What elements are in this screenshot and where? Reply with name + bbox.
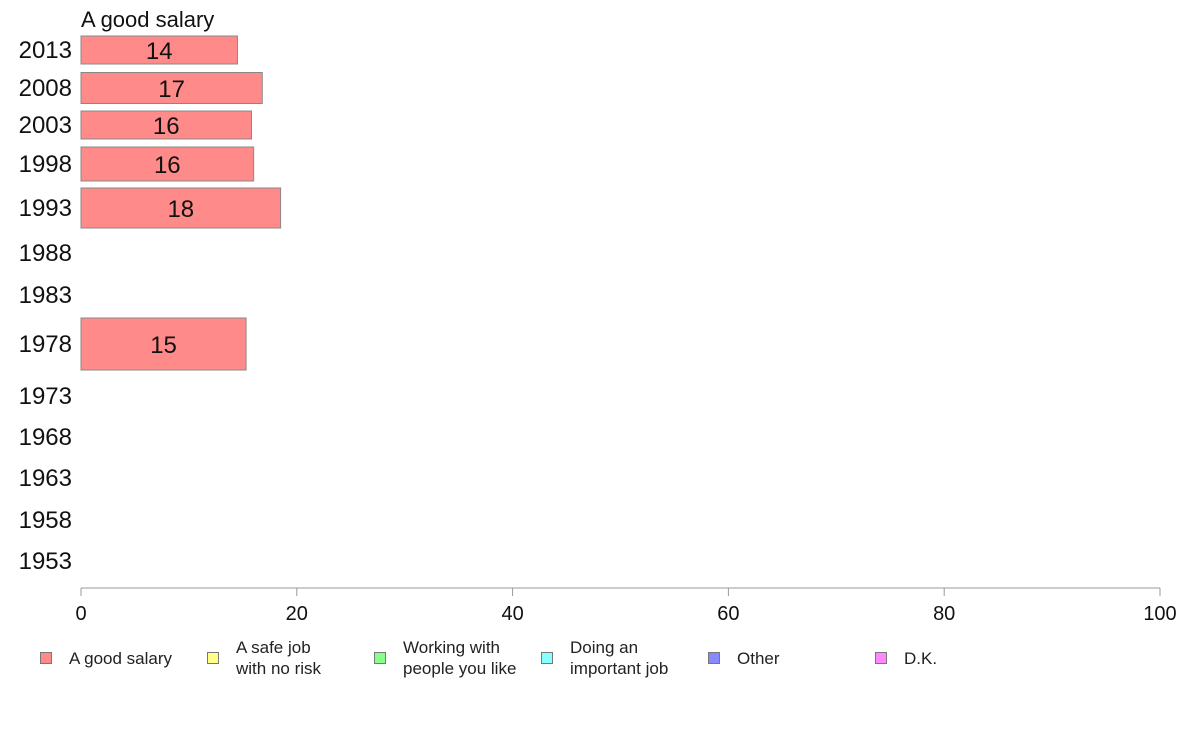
- bar-label-1993: 18: [167, 196, 194, 223]
- bar-chart: A good salary 14 17 16 16 18 15 2013 2008 2003 1…: [19, 7, 1177, 625]
- legend-label: Working with people you like: [403, 638, 517, 678]
- year-label-2008: 2008: [19, 75, 72, 102]
- legend-label: Other: [737, 648, 780, 668]
- x-tick-label-60: 60: [717, 603, 739, 625]
- year-label-1953: 1953: [19, 548, 72, 575]
- legend-item: D.K.: [875, 634, 937, 682]
- x-tick-label-20: 20: [286, 603, 308, 625]
- year-label-1958: 1958: [19, 507, 72, 534]
- year-label-2013: 2013: [19, 37, 72, 64]
- legend-swatch: [207, 652, 219, 664]
- bar-1978: [80, 317, 247, 371]
- bar-1998: [80, 146, 255, 182]
- year-label-1963: 1963: [19, 465, 72, 492]
- legend-label: A good salary: [69, 648, 173, 668]
- bar-1993: [80, 187, 282, 229]
- bar-label-1998: 16: [154, 152, 181, 179]
- x-tick-label-40: 40: [501, 603, 523, 625]
- bar-label-2003: 16: [153, 113, 180, 140]
- bar-2003: [80, 110, 252, 140]
- legend-label: D.K.: [904, 648, 938, 668]
- legend-swatch: [875, 652, 887, 664]
- year-labels: 2013 2008 2003 1998 1993 1988 1983 1978 1973 1968…: [19, 37, 72, 575]
- legend-swatch: [40, 652, 52, 664]
- year-label-1983: 1983: [19, 282, 72, 309]
- bar-label-1978: 15: [150, 332, 177, 359]
- year-label-1968: 1968: [19, 424, 72, 451]
- legend-swatch: [708, 652, 720, 664]
- legend: A good salary A safe job with no risk Work…: [0, 634, 1188, 694]
- year-label-1978: 1978: [19, 331, 72, 358]
- legend-swatch: [374, 652, 386, 664]
- legend-label: A safe job with no risk: [236, 638, 322, 678]
- chart-title: A good salary: [81, 7, 214, 32]
- bar-2013: [80, 35, 238, 65]
- legend-item: Other: [708, 634, 780, 682]
- x-tick-label-100: 100: [1143, 603, 1176, 625]
- legend-item: Working with people you like: [374, 634, 516, 682]
- year-label-1988: 1988: [19, 240, 72, 267]
- legend-label: Doing an important job: [570, 638, 669, 678]
- year-label-2003: 2003: [19, 112, 72, 139]
- x-tick-label-80: 80: [933, 603, 955, 625]
- year-label-1993: 1993: [19, 195, 72, 222]
- bar-2008: [80, 72, 263, 104]
- bar-label-2013: 14: [146, 38, 173, 65]
- legend-item: A good salary: [40, 634, 172, 682]
- bar-label-2008: 17: [158, 76, 185, 103]
- x-tick-label-0: 0: [75, 603, 86, 625]
- legend-item: Doing an important job: [541, 634, 668, 682]
- year-label-1998: 1998: [19, 151, 72, 178]
- year-label-1973: 1973: [19, 383, 72, 410]
- legend-swatch: [541, 652, 553, 664]
- x-axis: 0 20 40 60 80 100: [75, 587, 1177, 625]
- bars-group: 14 17 16 16 18 15: [80, 35, 282, 371]
- legend-item: A safe job with no risk: [207, 634, 321, 682]
